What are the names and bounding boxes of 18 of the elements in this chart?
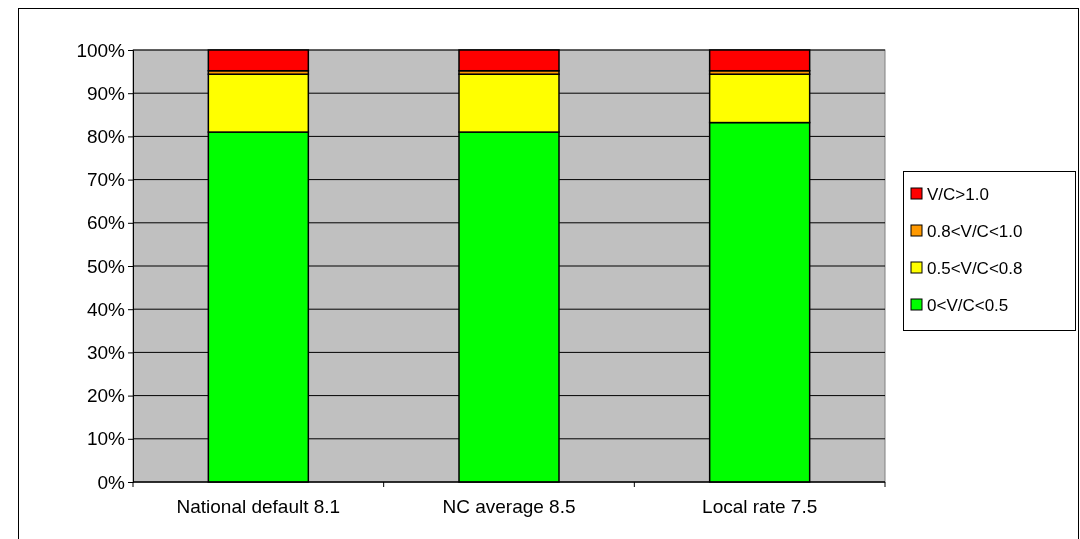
y-tick-label: 90% — [86, 82, 126, 104]
legend-label: 0<V/C<0.5 — [927, 296, 1009, 315]
y-tick-label: 70% — [86, 169, 126, 191]
y-tick-label: 30% — [86, 341, 126, 363]
y-tick-label: 100% — [76, 39, 126, 61]
y-tick-label: 50% — [86, 255, 126, 277]
y-tick-label: 0% — [97, 471, 126, 493]
x-tick-label: National default 8.1 — [176, 496, 341, 517]
y-tick-label: 60% — [86, 212, 126, 234]
y-tick-label: 80% — [86, 125, 126, 147]
x-tick-label: Local rate 7.5 — [702, 496, 818, 517]
legend-label: 0.8<V/C<1.0 — [927, 222, 1023, 241]
legend-label: 0.5<V/C<0.8 — [927, 259, 1023, 278]
y-tick-label: 20% — [86, 385, 126, 407]
y-tick-label: 40% — [86, 298, 126, 320]
legend-label: V/C>1.0 — [927, 185, 989, 204]
x-tick-label: NC average 8.5 — [442, 496, 576, 517]
y-tick-label: 10% — [86, 428, 126, 450]
